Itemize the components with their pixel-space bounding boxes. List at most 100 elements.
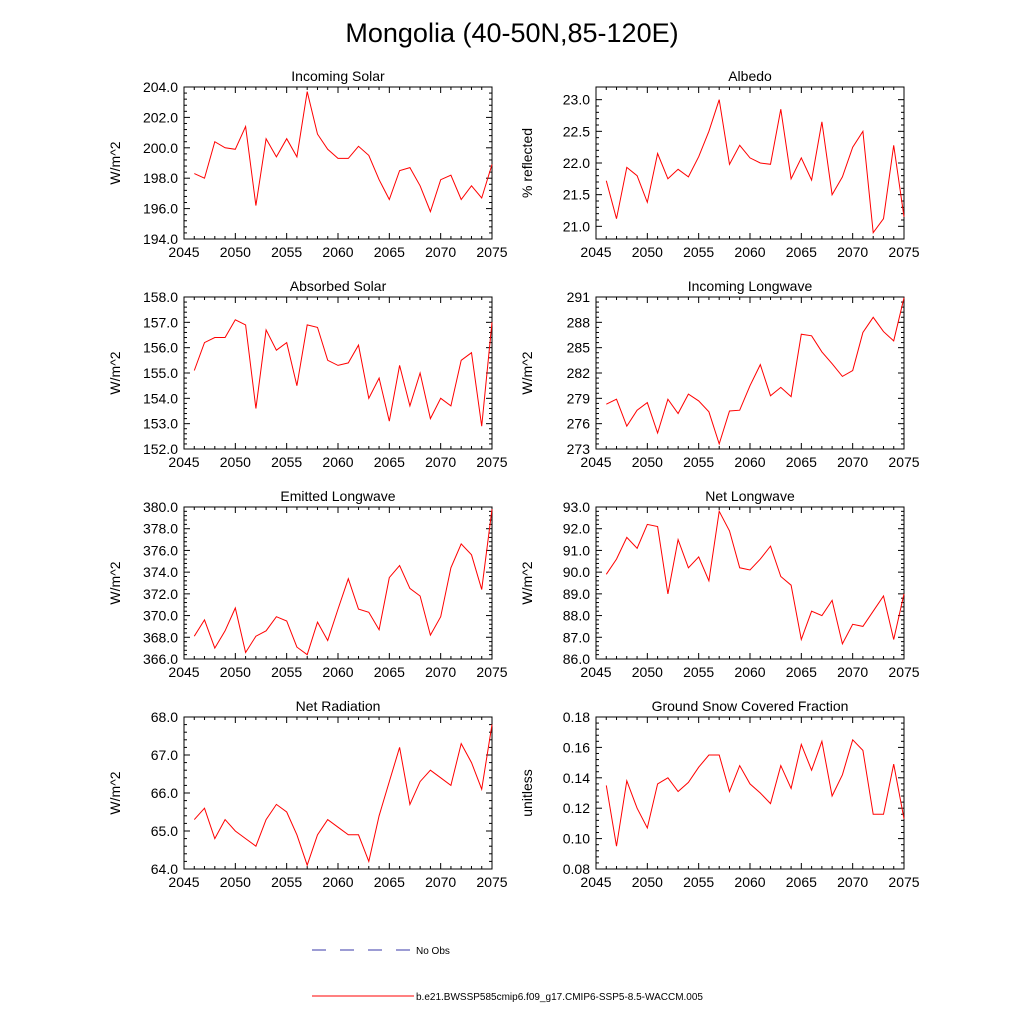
x-tick-label: 2075	[476, 664, 507, 680]
panel-title: Absorbed Solar	[290, 278, 387, 294]
x-tick-label: 2055	[271, 874, 302, 890]
y-tick-label: 376.0	[143, 542, 178, 558]
panel-title: Incoming Solar	[291, 68, 385, 84]
x-tick-label: 2045	[580, 664, 611, 680]
y-tick-label: 156.0	[143, 340, 178, 356]
panel-title: Ground Snow Covered Fraction	[652, 698, 849, 714]
y-tick-label: 198.0	[143, 170, 178, 186]
y-tick-label: 285	[567, 340, 591, 356]
x-tick-label: 2065	[374, 874, 405, 890]
y-tick-label: 66.0	[151, 785, 178, 801]
plot-frame	[183, 86, 493, 240]
x-tick-label: 2075	[888, 454, 919, 470]
x-tick-label: 2055	[271, 664, 302, 680]
legend-obs-label: No Obs	[416, 946, 450, 957]
y-tick-label: 279	[567, 390, 591, 406]
y-tick-label: 200.0	[143, 140, 178, 156]
y-tick-label: 86.0	[563, 651, 590, 667]
y-tick-label: 64.0	[151, 861, 178, 877]
plot-frame	[183, 716, 493, 870]
x-tick-label: 2065	[786, 244, 817, 260]
plot-frame	[595, 296, 905, 450]
y-tick-label: 0.12	[563, 800, 590, 816]
x-tick-label: 2055	[271, 454, 302, 470]
x-tick-label: 2045	[168, 664, 199, 680]
plot-frame	[595, 86, 905, 240]
y-tick-label: 22.5	[563, 123, 590, 139]
series-line-model	[193, 319, 493, 427]
y-axis-label: W/m^2	[519, 561, 535, 604]
x-tick-label: 2055	[683, 244, 714, 260]
panel-incoming-longwave: Incoming Longwave W/m^2 2045 2050 2055 2060 20…	[519, 278, 920, 470]
y-tick-label: 93.0	[563, 499, 590, 515]
y-tick-label: 366.0	[143, 651, 178, 667]
series-line-model	[605, 99, 905, 235]
x-tick-label: 2045	[168, 244, 199, 260]
panel-title: Albedo	[728, 68, 772, 84]
y-tick-label: 372.0	[143, 586, 178, 602]
y-tick-label: 0.08	[563, 861, 590, 877]
series-line-model	[193, 509, 493, 656]
y-tick-label: 89.0	[563, 586, 590, 602]
y-tick-label: 154.0	[143, 390, 178, 406]
y-tick-label: 273	[567, 441, 591, 457]
x-tick-label: 2070	[425, 874, 456, 890]
y-tick-label: 87.0	[563, 629, 590, 645]
y-tick-label: 91.0	[563, 542, 590, 558]
y-tick-label: 194.0	[143, 231, 178, 247]
x-tick-label: 2070	[837, 664, 868, 680]
x-tick-label: 2050	[632, 454, 663, 470]
x-tick-label: 2050	[632, 244, 663, 260]
y-tick-label: 291	[567, 289, 591, 305]
y-tick-label: 67.0	[151, 747, 178, 763]
x-tick-label: 2055	[683, 664, 714, 680]
series-line-model	[605, 738, 905, 847]
y-axis-label: W/m^2	[519, 351, 535, 394]
x-tick-label: 2075	[888, 874, 919, 890]
figure-title: Mongolia (40-50N,85-120E)	[345, 18, 678, 48]
x-tick-label: 2070	[425, 244, 456, 260]
x-tick-label: 2070	[837, 874, 868, 890]
x-tick-label: 2050	[220, 664, 251, 680]
y-tick-label: 88.0	[563, 608, 590, 624]
y-tick-label: 288	[567, 314, 591, 330]
y-tick-label: 22.0	[563, 155, 590, 171]
panel-emitted-longwave: Emitted Longwave W/m^2 2045 2050 2055 2060 206…	[107, 488, 508, 680]
y-axis-label: % reflected	[519, 128, 535, 198]
y-tick-label: 158.0	[143, 289, 178, 305]
y-tick-label: 0.18	[563, 709, 590, 725]
y-tick-label: 196.0	[143, 201, 178, 217]
x-tick-label: 2045	[580, 874, 611, 890]
x-tick-label: 2075	[888, 244, 919, 260]
x-tick-label: 2045	[168, 454, 199, 470]
x-tick-label: 2075	[888, 664, 919, 680]
panel-title: Incoming Longwave	[688, 278, 813, 294]
legend: No Obs b.e21.BWSSP585cmip6.f09_g17.CMIP6…	[312, 946, 703, 1003]
x-tick-label: 2075	[476, 244, 507, 260]
x-tick-label: 2045	[580, 454, 611, 470]
y-tick-label: 68.0	[151, 709, 178, 725]
y-tick-label: 21.5	[563, 187, 590, 203]
y-tick-label: 92.0	[563, 521, 590, 537]
y-tick-label: 368.0	[143, 629, 178, 645]
y-tick-label: 153.0	[143, 416, 178, 432]
x-tick-label: 2055	[683, 454, 714, 470]
x-tick-label: 2045	[168, 874, 199, 890]
x-tick-label: 2055	[271, 244, 302, 260]
x-tick-label: 2060	[734, 454, 765, 470]
x-tick-label: 2065	[786, 454, 817, 470]
y-tick-label: 90.0	[563, 564, 590, 580]
y-tick-label: 378.0	[143, 521, 178, 537]
legend-model-label: b.e21.BWSSP585cmip6.f09_g17.CMIP6-SSP5-8…	[416, 992, 703, 1003]
y-tick-label: 155.0	[143, 365, 178, 381]
x-tick-label: 2060	[322, 874, 353, 890]
x-tick-label: 2075	[476, 454, 507, 470]
x-tick-label: 2070	[837, 454, 868, 470]
panel-absorbed-solar: Absorbed Solar W/m^2 2045 2050 2055 2060 2065 2…	[107, 278, 508, 470]
x-tick-label: 2060	[734, 244, 765, 260]
x-tick-label: 2055	[683, 874, 714, 890]
panel-net-longwave: Net Longwave W/m^2 2045 2050 2055 2060 2065 207…	[519, 488, 920, 680]
y-tick-label: 276	[567, 416, 591, 432]
y-tick-label: 370.0	[143, 608, 178, 624]
y-tick-label: 65.0	[151, 823, 178, 839]
